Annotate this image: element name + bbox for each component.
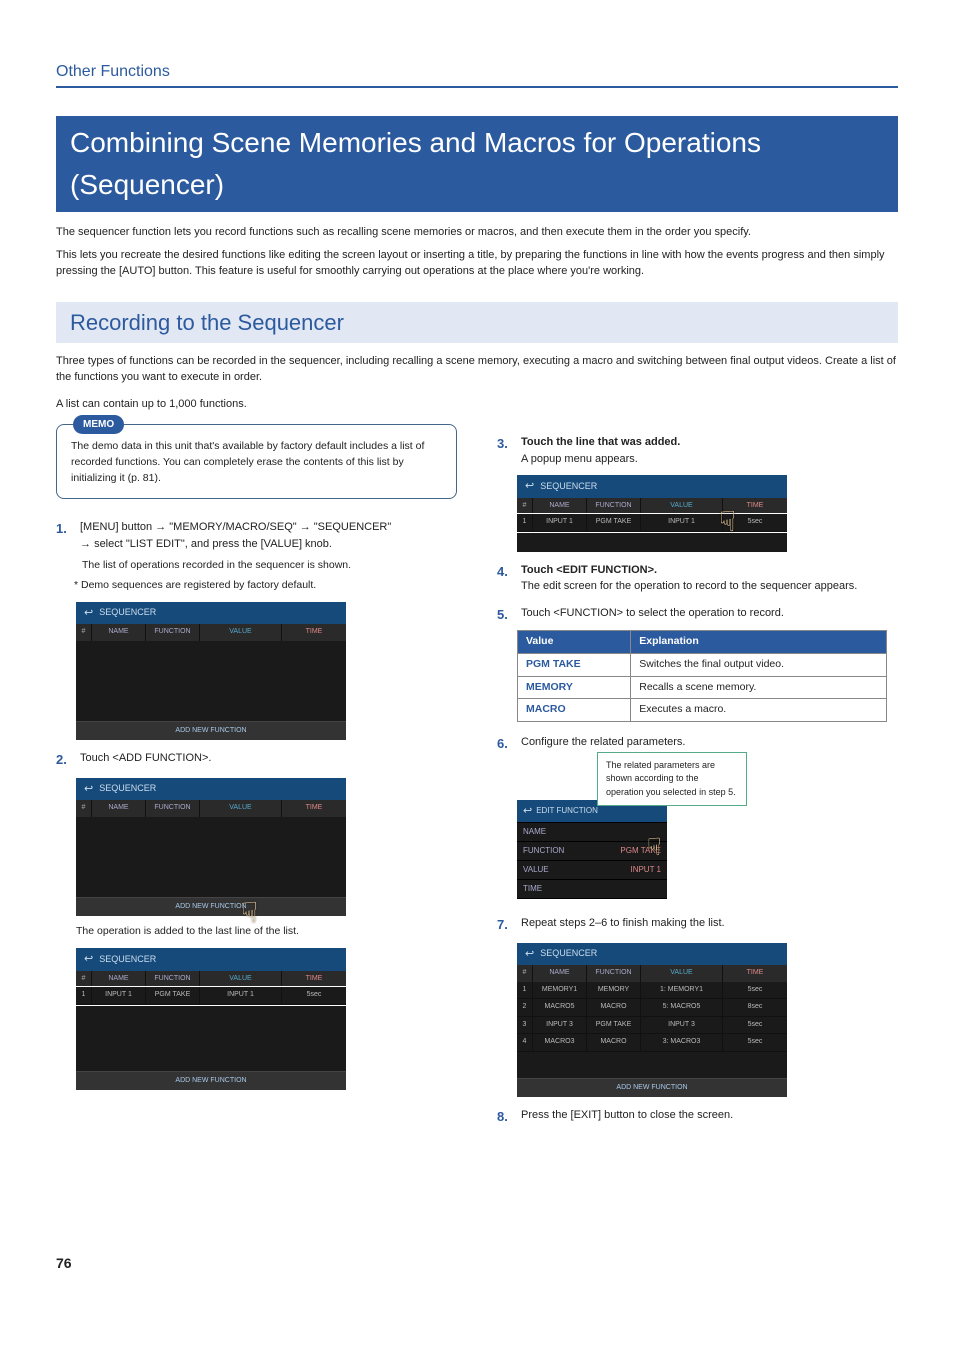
step-7-text: Repeat steps 2–6 to finish making the li…	[521, 915, 898, 935]
back-icon: ↩	[525, 478, 534, 495]
step-3-body: Touch the line that was added. A popup m…	[521, 434, 898, 467]
back-icon: ↩	[523, 803, 532, 820]
step-8-text: Press the [EXIT] button to close the scr…	[521, 1107, 898, 1127]
back-icon: ↩	[525, 946, 534, 963]
step-num: 6.	[497, 734, 513, 754]
sub-intro-2: A list can contain up to 1,000 functions…	[56, 396, 898, 413]
screenshot-seq-one-row: ↩SEQUENCER # NAME FUNCTION VALUE TIME 1 …	[76, 948, 457, 1090]
step-2-caption: The operation is added to the last line …	[76, 924, 457, 940]
screenshot-seq-touch-row: ↩SEQUENCER # NAME FUNCTION VALUE TIME 1 …	[517, 475, 898, 552]
arrow-icon: →	[80, 538, 91, 550]
value-table: ValueExplanation PGM TAKESwitches the fi…	[517, 630, 887, 722]
step-5-text: Touch <FUNCTION> to select the operation…	[521, 605, 898, 625]
step-num: 3.	[497, 434, 513, 467]
section-label: Other Functions	[56, 60, 898, 88]
step-4: 4. Touch <EDIT FUNCTION>. The edit scree…	[497, 562, 898, 595]
memo-badge: MEMO	[73, 415, 124, 434]
screenshot-seq-full: ↩SEQUENCER # NAME FUNCTION VALUE TIME 1M…	[517, 943, 898, 1098]
step-1: 1. [MENU] button → "MEMORY/MACRO/SEQ" → …	[56, 519, 457, 552]
add-new-function[interactable]: ADD NEW FUNCTION	[76, 1071, 346, 1091]
step-num: 1.	[56, 519, 72, 552]
step-1-note: The list of operations recorded in the s…	[82, 558, 457, 574]
step-2-text: Touch <ADD FUNCTION>.	[80, 750, 457, 770]
left-column: MEMO The demo data in this unit that's a…	[56, 424, 457, 1133]
subtitle: Recording to the Sequencer	[56, 302, 898, 343]
right-column: 3. Touch the line that was added. A popu…	[497, 424, 898, 1133]
step-3: 3. Touch the line that was added. A popu…	[497, 434, 898, 467]
pointer-icon: ☟	[241, 892, 258, 934]
step-num: 2.	[56, 750, 72, 770]
sub-intro-1: Three types of functions can be recorded…	[56, 353, 898, 386]
back-icon: ↩	[84, 951, 93, 968]
add-new-function[interactable]: ADD NEW FUNCTION	[517, 1078, 787, 1098]
screenshot-seq-empty: ↩SEQUENCER # NAME FUNCTION VALUE TIME AD…	[76, 602, 457, 741]
intro-1: The sequencer function lets you record f…	[56, 224, 898, 241]
step-7: 7. Repeat steps 2–6 to finish making the…	[497, 915, 898, 935]
step-1-star-note: * Demo sequences are registered by facto…	[74, 578, 457, 594]
add-new-function[interactable]: ADD NEW FUNCTION	[76, 721, 346, 741]
step-num: 5.	[497, 605, 513, 625]
add-new-function[interactable]: ADD NEW FUNCTION	[76, 897, 346, 917]
page-title: Combining Scene Memories and Macros for …	[56, 116, 898, 212]
pointer-icon: ☟	[719, 501, 736, 543]
intro-2: This lets you recreate the desired funct…	[56, 247, 898, 280]
arrow-icon: →	[300, 521, 311, 533]
screenshot-edit-function: The related parameters are shown accordi…	[517, 760, 898, 900]
pointer-icon: ☟	[647, 830, 662, 866]
step-8: 8. Press the [EXIT] button to close the …	[497, 1107, 898, 1127]
memo-box: MEMO The demo data in this unit that's a…	[56, 424, 457, 499]
memo-text: The demo data in this unit that's availa…	[71, 439, 442, 486]
step-2: 2. Touch <ADD FUNCTION>.	[56, 750, 457, 770]
step-5: 5. Touch <FUNCTION> to select the operat…	[497, 605, 898, 625]
page-number: 76	[56, 1253, 898, 1274]
step-num: 8.	[497, 1107, 513, 1127]
screenshot-seq-add: ↩SEQUENCER # NAME FUNCTION VALUE TIME AD…	[76, 778, 457, 917]
step-1-text: [MENU] button → "MEMORY/MACRO/SEQ" → "SE…	[80, 519, 457, 552]
back-icon: ↩	[84, 781, 93, 798]
step-num: 7.	[497, 915, 513, 935]
step-4-body: Touch <EDIT FUNCTION>. The edit screen f…	[521, 562, 898, 595]
step-num: 4.	[497, 562, 513, 595]
arrow-icon: →	[155, 521, 166, 533]
back-icon: ↩	[84, 605, 93, 622]
callout: The related parameters are shown accordi…	[597, 752, 747, 807]
